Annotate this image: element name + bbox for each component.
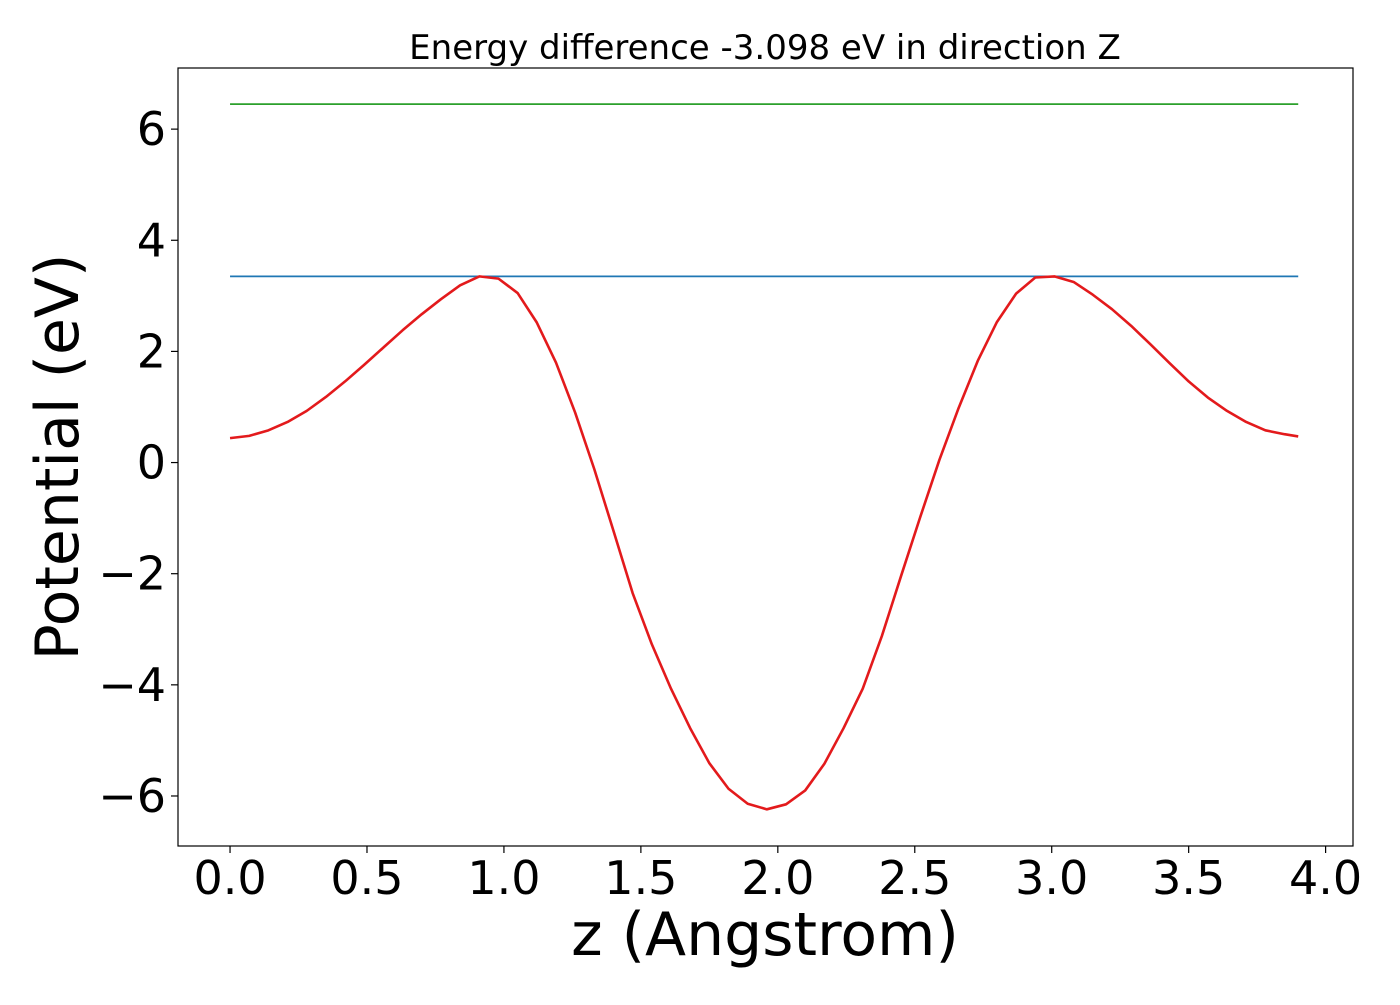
y-tick-label: 2	[137, 324, 166, 378]
x-tick-label: 2.0	[741, 851, 814, 905]
series-line-3	[229, 275, 1299, 811]
y-axis-label: Potential (eV)	[23, 254, 93, 661]
y-axis-ticks: −6 −4 −2 0 2 4 6	[98, 102, 178, 823]
x-tick-label: 2.5	[878, 851, 951, 905]
y-tick-label: 0	[137, 436, 166, 490]
y-tick-label: −4	[98, 658, 166, 712]
y-tick-label: −6	[98, 769, 166, 823]
x-axis-ticks: 0.0 0.5 1.0 1.5 2.0 2.5 3.0 3.5 4.0	[193, 846, 1362, 905]
plot-area-frame	[177, 67, 1354, 847]
x-tick-label: 3.5	[1152, 851, 1225, 905]
chart-title: Energy difference -3.098 eV in direction…	[409, 28, 1121, 68]
x-tick-label: 1.5	[604, 851, 677, 905]
x-tick-label: 0.0	[193, 851, 266, 905]
x-axis-label: z (Angstrom)	[571, 900, 959, 970]
y-tick-label: 4	[137, 213, 166, 267]
y-tick-label: 6	[137, 102, 166, 156]
plot-series-group	[229, 103, 1299, 811]
y-tick-label: −2	[98, 547, 166, 601]
x-tick-label: 4.0	[1289, 851, 1362, 905]
x-tick-label: 1.0	[467, 851, 540, 905]
x-tick-label: 3.0	[1015, 851, 1088, 905]
x-tick-label: 0.5	[330, 851, 403, 905]
